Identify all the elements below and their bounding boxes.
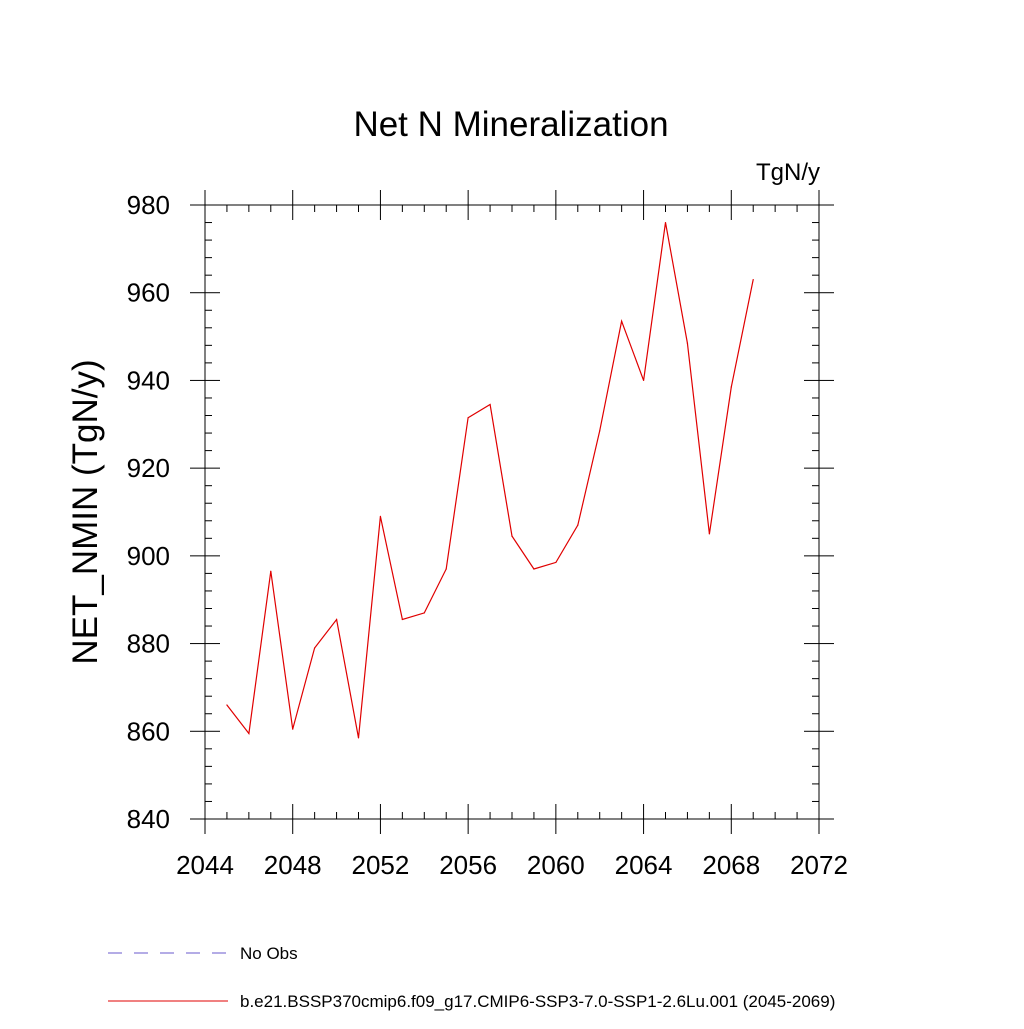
data-point xyxy=(445,568,447,570)
data-point xyxy=(423,612,425,614)
x-tick-label: 2068 xyxy=(702,850,760,880)
data-point xyxy=(621,320,623,322)
y-tick-label: 980 xyxy=(127,190,170,220)
y-axis-label: NET_NMIN (TgN/y) xyxy=(66,359,105,664)
data-point xyxy=(730,386,732,388)
data-point xyxy=(467,417,469,419)
data-point xyxy=(577,524,579,526)
x-tick-label: 2052 xyxy=(352,850,410,880)
series-layer xyxy=(226,221,754,739)
data-point xyxy=(664,221,667,224)
legend: No Obs b.e21.BSSP370cmip6.f09_g17.CMIP6-S… xyxy=(108,944,835,1011)
plot-frame xyxy=(204,204,820,820)
legend-label: No Obs xyxy=(240,944,298,963)
data-point xyxy=(686,342,689,344)
data-point xyxy=(752,278,754,281)
data-point xyxy=(357,737,360,739)
x-tick-label: 2064 xyxy=(615,850,673,880)
x-ticks: 2044 2048 2052 2056 2060 2064 2068 2072 xyxy=(176,190,848,880)
data-point xyxy=(511,535,513,537)
y-tick-label: 960 xyxy=(127,278,170,308)
data-point xyxy=(270,570,272,572)
data-point xyxy=(335,618,338,621)
units-label: TgN/y xyxy=(756,159,820,186)
data-point xyxy=(248,732,250,735)
x-tick-label: 2072 xyxy=(790,850,848,880)
data-point xyxy=(314,647,316,649)
y-tick-label: 920 xyxy=(127,453,170,483)
data-point xyxy=(708,533,710,535)
data-point xyxy=(642,379,645,382)
data-point xyxy=(379,515,382,517)
data-point xyxy=(599,430,601,432)
x-tick-label: 2056 xyxy=(439,850,497,880)
y-tick-label: 940 xyxy=(127,365,170,395)
y-tick-label: 860 xyxy=(127,716,170,746)
data-point xyxy=(533,568,535,570)
data-point xyxy=(489,403,491,406)
data-point xyxy=(555,561,557,564)
x-tick-label: 2048 xyxy=(264,850,322,880)
y-ticks: 840 860 880 900 920 940 960 980 xyxy=(127,190,834,834)
data-point xyxy=(401,618,403,621)
data-point xyxy=(292,728,294,730)
chart-title: Net N Mineralization xyxy=(353,105,668,144)
series-line xyxy=(226,222,754,739)
y-tick-label: 880 xyxy=(127,629,170,659)
legend-label: b.e21.BSSP370cmip6.f09_g17.CMIP6-SSP3-7.… xyxy=(240,992,835,1011)
y-tick-label: 840 xyxy=(127,804,170,834)
x-tick-label: 2044 xyxy=(176,850,234,880)
data-point xyxy=(226,704,228,706)
x-tick-label: 2060 xyxy=(527,850,585,880)
y-tick-label: 900 xyxy=(127,541,170,571)
